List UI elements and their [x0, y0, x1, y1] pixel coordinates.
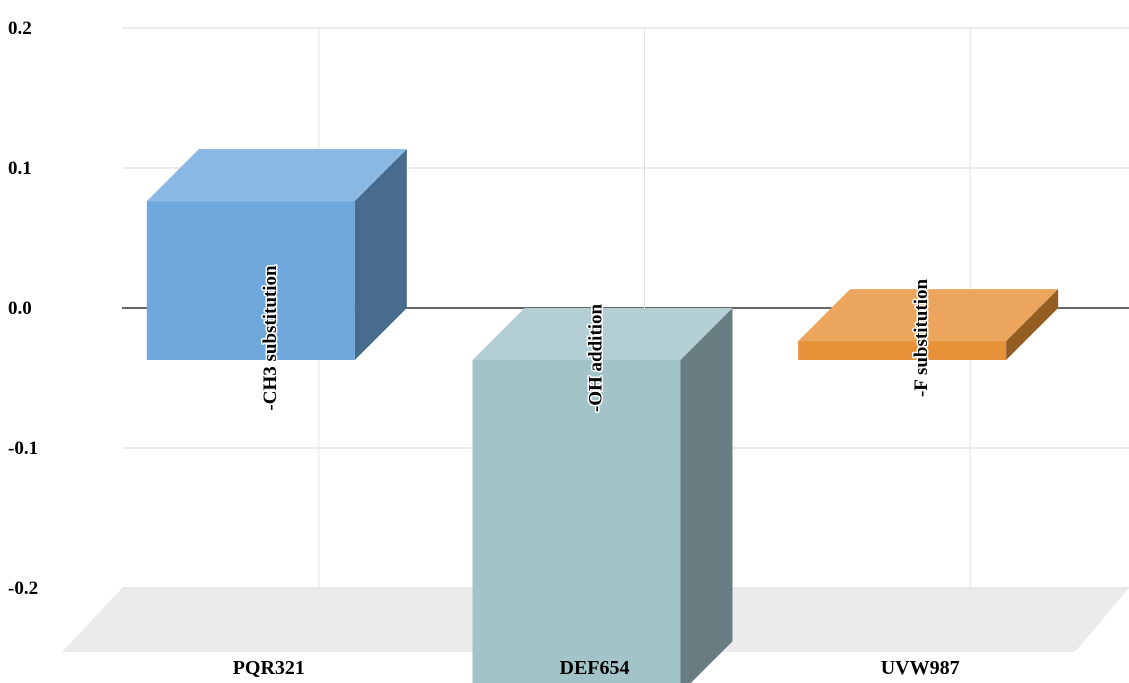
x-axis: PQR321 DEF654 UVW987	[233, 657, 960, 679]
y-axis: 0.2 0.1 0.0 -0.1 -0.2	[8, 18, 38, 599]
bar-side-face	[680, 308, 733, 683]
bar-series: -CH3 substitution -OH addition -F substitu…	[146, 149, 1059, 683]
y-tick-label: 0.0	[8, 298, 32, 319]
bar-PQR321: -CH3 substitution	[146, 149, 407, 412]
y-tick-label: -0.2	[8, 578, 38, 599]
bar-front-face	[472, 360, 681, 683]
x-tick-label: PQR321	[233, 657, 305, 679]
bar-side-face	[354, 149, 407, 360]
bar-top-face	[146, 149, 407, 202]
y-tick-label: 0.1	[8, 158, 32, 179]
bar-front-face	[798, 341, 1007, 360]
bar-top-face	[472, 308, 733, 360]
y-tick-label: -0.1	[8, 438, 38, 459]
x-tick-label: DEF654	[560, 657, 630, 679]
bar-data-label: -CH3 substitution	[260, 265, 281, 411]
bar-data-label: -OH addition	[586, 303, 607, 412]
x-tick-label: UVW987	[881, 657, 960, 679]
bar-DEF654: -OH addition	[472, 302, 733, 683]
bar-UVW987: -F substitution	[798, 277, 1059, 399]
y-tick-label: 0.2	[8, 18, 32, 39]
bar-front-face	[146, 201, 355, 360]
bar-data-label: -F substitution	[911, 279, 932, 398]
bar-top-face	[798, 289, 1059, 342]
bar-side-face	[1006, 289, 1059, 360]
